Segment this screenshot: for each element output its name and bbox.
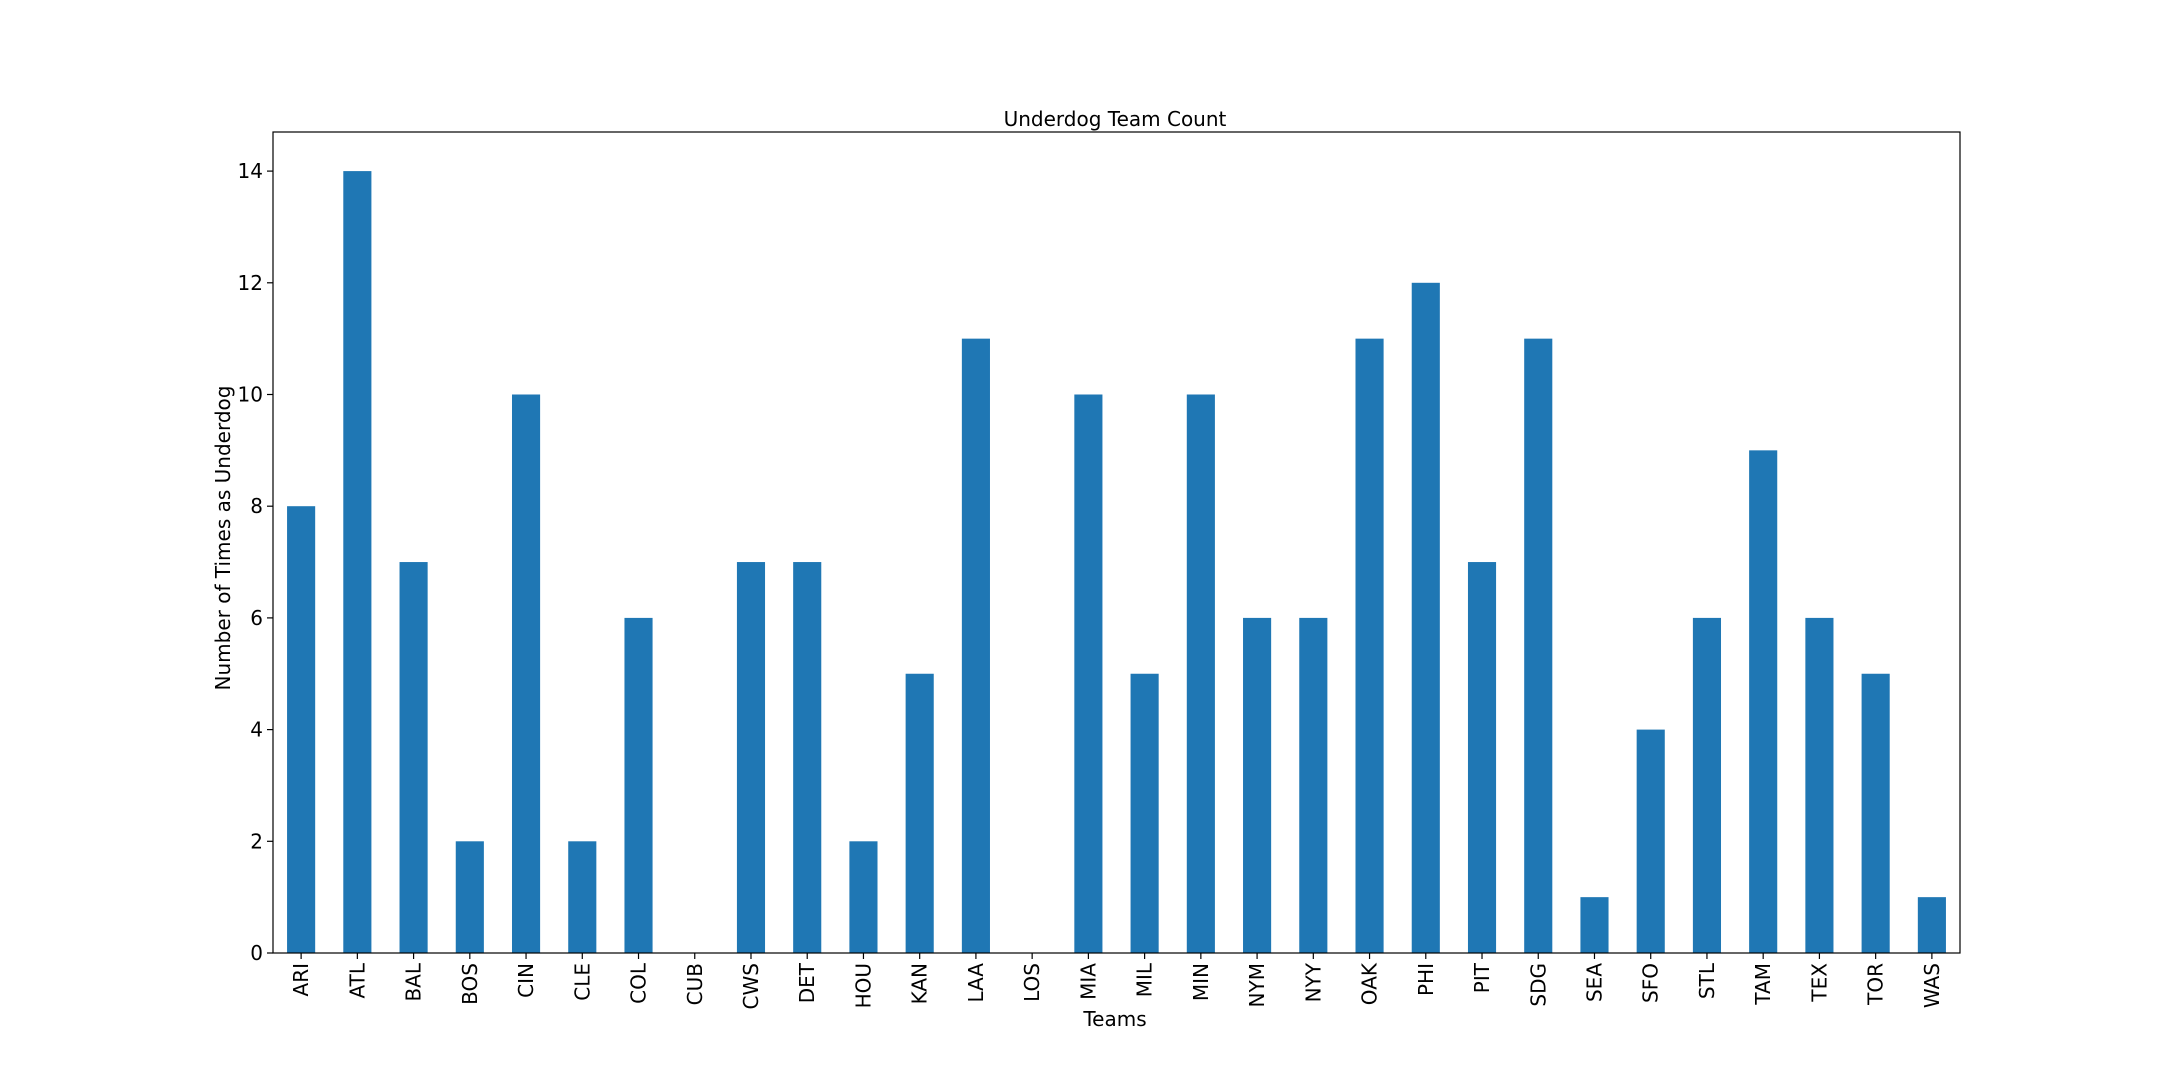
x-tick-label: KAN xyxy=(908,963,932,1004)
x-tick-label: PIT xyxy=(1470,962,1494,993)
x-tick-label: PHI xyxy=(1414,963,1438,996)
x-tick-label: LAA xyxy=(964,963,988,1003)
bar-det xyxy=(793,562,822,953)
bar-kan xyxy=(905,673,934,953)
bar-phi xyxy=(1411,282,1440,954)
bars-group xyxy=(287,171,1946,954)
x-tick-label: BOS xyxy=(458,963,482,1005)
x-tick-label: CUB xyxy=(683,963,707,1005)
x-tick-label: COL xyxy=(627,962,651,1004)
bar-col xyxy=(624,617,653,953)
bar-nym xyxy=(1243,617,1272,953)
x-tick-label: MIA xyxy=(1076,963,1100,1000)
bar-tor xyxy=(1861,673,1890,953)
x-tick-label: HOU xyxy=(851,963,875,1008)
bar-bos xyxy=(455,841,484,953)
bar-pit xyxy=(1467,562,1497,953)
x-tick-label: LOS xyxy=(1020,963,1044,1002)
y-axis-ticks: 0 2 4 6 8 10 12 14 xyxy=(238,159,273,965)
bar-sdg xyxy=(1524,338,1553,954)
y-tick-label: 2 xyxy=(250,829,263,853)
y-tick-label: 8 xyxy=(250,494,263,518)
bar-tam xyxy=(1749,450,1778,953)
x-tick-label: CWS xyxy=(739,963,763,1009)
bar-atl xyxy=(343,171,372,954)
bar-oak xyxy=(1355,338,1384,954)
bar-stl xyxy=(1692,617,1722,953)
bar-sea xyxy=(1580,897,1609,953)
bar-mia xyxy=(1074,394,1103,954)
bar-cle xyxy=(568,841,597,953)
chart-title: Underdog Team Count xyxy=(1004,107,1227,131)
bar-cin xyxy=(511,394,541,954)
bar-mil xyxy=(1130,673,1159,953)
y-tick-label: 0 xyxy=(250,941,263,965)
x-tick-label: TEX xyxy=(1807,963,1831,1003)
bar-ari xyxy=(287,506,316,953)
x-tick-label: NYM xyxy=(1245,963,1269,1007)
x-tick-label: NYY xyxy=(1301,962,1325,1002)
y-axis-title: Number of Times as Underdog xyxy=(211,386,235,691)
bar-nyy xyxy=(1299,617,1328,953)
x-tick-label: CIN xyxy=(514,963,538,998)
y-tick-label: 12 xyxy=(238,271,263,295)
bar-bal xyxy=(399,562,428,953)
bar-cws xyxy=(736,562,766,953)
x-tick-label: WAS xyxy=(1920,963,1944,1008)
y-tick-label: 14 xyxy=(238,159,263,183)
bar-laa xyxy=(961,338,990,954)
bar-min xyxy=(1186,394,1215,954)
x-tick-label: BAL xyxy=(402,962,426,1001)
x-tick-label: ATL xyxy=(345,962,369,998)
x-tick-label: SEA xyxy=(1582,963,1606,1002)
x-tick-label: TOR xyxy=(1864,963,1888,1006)
x-axis-title: Teams xyxy=(1082,1007,1146,1031)
x-tick-label: TAM xyxy=(1751,963,1775,1006)
bar-sfo xyxy=(1636,729,1665,953)
y-tick-label: 6 xyxy=(250,606,263,630)
bar-hou xyxy=(849,841,878,953)
bar-tex xyxy=(1805,617,1834,953)
x-tick-label: MIL xyxy=(1133,962,1157,997)
y-tick-label: 10 xyxy=(238,382,263,406)
x-tick-label: SDG xyxy=(1526,963,1550,1007)
plot-area-frame xyxy=(272,131,1961,954)
y-tick-label: 4 xyxy=(250,718,263,742)
x-axis-ticks: ARI ATL BAL BOS CIN CLE COL CUB CWS DET HOU KAN LAA L… xyxy=(289,953,1944,1009)
x-tick-label: DET xyxy=(795,962,819,1003)
bar-was xyxy=(1917,897,1946,953)
x-tick-label: MIN xyxy=(1189,963,1213,1001)
x-tick-label: ARI xyxy=(289,963,313,996)
x-tick-label: STL xyxy=(1695,962,1719,999)
x-tick-label: OAK xyxy=(1358,962,1382,1005)
x-tick-label: CLE xyxy=(570,963,594,1001)
x-tick-label: SFO xyxy=(1639,963,1663,1003)
